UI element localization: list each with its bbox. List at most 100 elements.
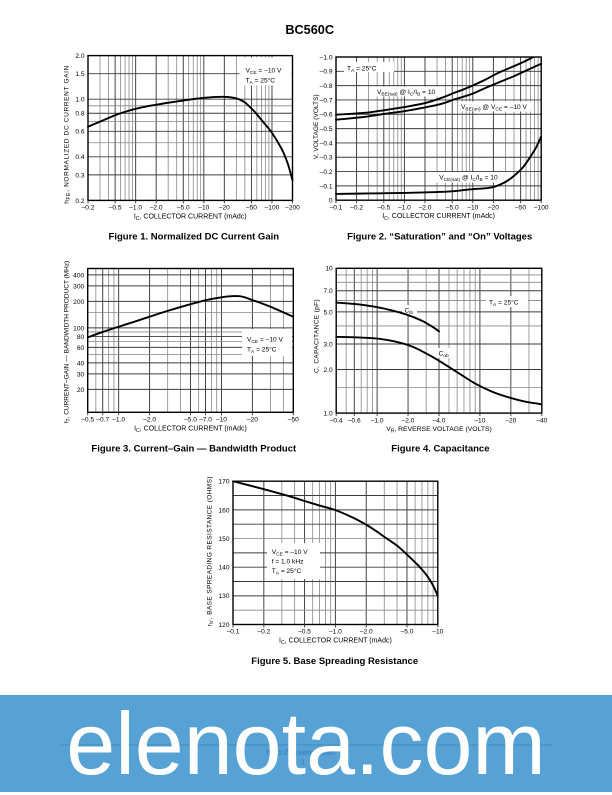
svg-text:400: 400	[73, 272, 84, 279]
svg-text:TA​ = 25°C: TA​ = 25°C	[246, 76, 276, 86]
svg-text:–20: –20	[505, 417, 516, 424]
svg-text:–50: –50	[246, 205, 257, 212]
svg-text:IC​, COLLECTOR CURRENT (mAdc): IC​, COLLECTOR CURRENT (mAdc)	[382, 213, 495, 222]
svg-text:VBE(on)​ @ VCE​ = –10 V: VBE(on)​ @ VCE​ = –10 V	[461, 104, 527, 113]
svg-text:10: 10	[325, 266, 333, 273]
svg-text:Figure 2. “Saturation” and “On: Figure 2. “Saturation” and “On” Voltages	[347, 231, 532, 242]
svg-text:0.4: 0.4	[75, 154, 84, 161]
svg-text:–0.7: –0.7	[96, 417, 109, 424]
svg-text:–50: –50	[288, 417, 299, 424]
svg-text:–20: –20	[247, 417, 258, 424]
svg-text:–200: –200	[285, 205, 300, 212]
svg-text:Figure 1. Normalized DC Curren: Figure 1. Normalized DC Current Gain	[109, 231, 280, 242]
svg-text:–0.2: –0.2	[257, 629, 270, 636]
svg-text:–0.4: –0.4	[320, 140, 333, 147]
svg-text:–100: –100	[534, 204, 549, 211]
svg-text:TA​ = 25°C: TA​ = 25°C	[247, 345, 277, 355]
svg-text:f = 1.0 kHz: f = 1.0 kHz	[272, 559, 304, 566]
svg-text:2.0: 2.0	[324, 367, 333, 374]
svg-text:3.0: 3.0	[324, 341, 333, 348]
svg-text:IC​, COLLECTOR CURRENT (mAdc): IC​, COLLECTOR CURRENT (mAdc)	[134, 213, 247, 222]
svg-text:BC560C: BC560C	[285, 23, 334, 37]
svg-text:–40: –40	[536, 417, 547, 424]
svg-text:–1.0: –1.0	[329, 629, 342, 636]
svg-text:Figure 3. Current–Gain — Bandw: Figure 3. Current–Gain — Bandwidth Produ…	[91, 443, 297, 454]
svg-text:–0.5: –0.5	[377, 204, 390, 211]
svg-text:–0.3: –0.3	[320, 155, 333, 162]
svg-text:Figure 5. Base Spreading Resis: Figure 5. Base Spreading Resistance	[251, 656, 418, 667]
svg-text:–10: –10	[432, 629, 443, 636]
svg-text:IC​, COLLECTOR CURRENT (mAdc): IC​, COLLECTOR CURRENT (mAdc)	[134, 425, 247, 434]
svg-text:7.0: 7.0	[324, 288, 333, 295]
svg-text:–0.8: –0.8	[320, 83, 333, 90]
svg-text:80: 80	[77, 334, 85, 341]
svg-text:VCE(sat)​ @ IC​/IB​ = 10: VCE(sat)​ @ IC​/IB​ = 10	[439, 174, 498, 183]
svg-text:60: 60	[77, 345, 85, 352]
svg-text:–2.0: –2.0	[150, 205, 163, 212]
svg-text:–0.6: –0.6	[320, 112, 333, 119]
svg-text:–5.0: –5.0	[177, 205, 190, 212]
svg-text:Cib​: Cib​	[405, 307, 414, 316]
svg-text:–10: –10	[467, 204, 478, 211]
svg-text:–0.9: –0.9	[320, 69, 333, 76]
svg-text:5.0: 5.0	[324, 309, 333, 316]
svg-text:–50: –50	[515, 204, 526, 211]
svg-text:–1.0: –1.0	[320, 54, 333, 61]
svg-text:–0.7: –0.7	[320, 97, 333, 104]
svg-text:30: 30	[77, 371, 85, 378]
svg-text:V, VOLTAGE (VOLTS): V, VOLTAGE (VOLTS)	[313, 94, 320, 159]
svg-text:–100: –100	[265, 205, 280, 212]
svg-text:–20: –20	[488, 204, 499, 211]
svg-text:–0.2: –0.2	[82, 205, 95, 212]
svg-text:TA​ = 25°C: TA​ = 25°C	[347, 64, 377, 74]
svg-text:–0.5: –0.5	[320, 126, 333, 133]
svg-text:VCE​ = –10 V: VCE​ = –10 V	[247, 336, 284, 345]
svg-text:rb′​, BASE SPREADING RESISTANC: rb′​, BASE SPREADING RESISTANCE (OHMS)	[207, 476, 216, 626]
svg-text:0: 0	[329, 198, 333, 205]
svg-text:–2.0: –2.0	[419, 204, 432, 211]
svg-text:–5.0: –5.0	[184, 417, 197, 424]
svg-text:150: 150	[218, 536, 229, 543]
svg-text:–1.0: –1.0	[398, 204, 411, 211]
svg-text:–0.2: –0.2	[350, 204, 363, 211]
svg-text:–2.0: –2.0	[402, 417, 415, 424]
svg-text:120: 120	[218, 622, 229, 629]
svg-text:VCE​ = –10 V: VCE​ = –10 V	[272, 549, 309, 558]
svg-text:–0.1: –0.1	[320, 183, 333, 190]
svg-text:C, CAPACITANCE (pF): C, CAPACITANCE (pF)	[313, 299, 320, 373]
svg-text:–0.5: –0.5	[109, 205, 122, 212]
svg-text:20: 20	[77, 387, 85, 394]
svg-text:–20: –20	[219, 205, 230, 212]
svg-text:–5.0: –5.0	[401, 629, 414, 636]
svg-text:–0.4: –0.4	[330, 417, 343, 424]
svg-text:–0.5: –0.5	[298, 629, 311, 636]
svg-text:1.5: 1.5	[75, 71, 84, 78]
svg-text:–0.1: –0.1	[227, 629, 240, 636]
svg-text:–7.0: –7.0	[199, 417, 212, 424]
svg-text:–10: –10	[198, 205, 209, 212]
svg-text:–0.1: –0.1	[330, 204, 343, 211]
svg-text:–10: –10	[474, 417, 485, 424]
svg-text:200: 200	[73, 299, 84, 306]
svg-text:0.3: 0.3	[75, 172, 84, 179]
svg-text:0.8: 0.8	[75, 111, 84, 118]
svg-text:140: 140	[218, 565, 229, 572]
svg-text:1.0: 1.0	[75, 97, 84, 104]
svg-text:TA​ = 25°C: TA​ = 25°C	[272, 567, 302, 577]
svg-text:–0.5: –0.5	[81, 417, 94, 424]
svg-text:40: 40	[77, 360, 85, 367]
svg-text:IC​, COLLECTOR CURRENT (mAdc): IC​, COLLECTOR CURRENT (mAdc)	[279, 638, 392, 647]
svg-text:–0.2: –0.2	[320, 169, 333, 176]
svg-text:–1.0: –1.0	[112, 417, 125, 424]
svg-text:TA​ = 25°C: TA​ = 25°C	[489, 298, 519, 308]
svg-text:160: 160	[218, 507, 229, 514]
svg-text:–5.0: –5.0	[446, 204, 459, 211]
svg-text:0.2: 0.2	[75, 198, 84, 205]
svg-text:–0.6: –0.6	[348, 417, 361, 424]
svg-text:–1.0: –1.0	[371, 417, 384, 424]
svg-text:2.0: 2.0	[75, 53, 84, 60]
svg-text:VBE(sat)​ @ IC​/IB​ = 10: VBE(sat)​ @ IC​/IB​ = 10	[377, 89, 436, 98]
svg-text:1.0: 1.0	[324, 411, 333, 418]
svg-text:130: 130	[218, 593, 229, 600]
svg-text:Figure 4. Capacitance: Figure 4. Capacitance	[391, 443, 489, 454]
